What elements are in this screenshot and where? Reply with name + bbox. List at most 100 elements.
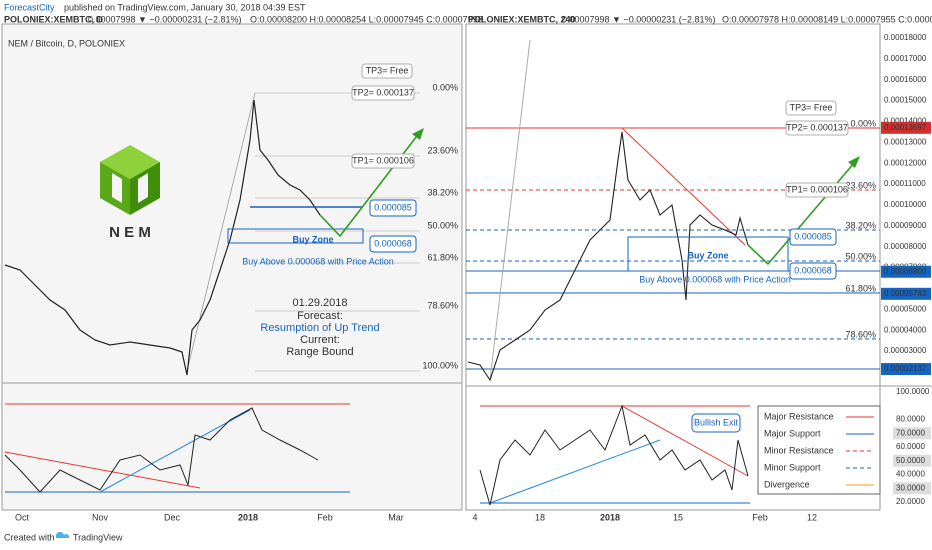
fib-label: 50.00% <box>427 220 458 230</box>
osc-tick-box <box>893 454 931 467</box>
price-line <box>467 131 749 382</box>
forecast-text: Resumption of Up Trend <box>260 322 379 334</box>
upper-level: 0.000085 <box>374 202 412 212</box>
x-label: Mar <box>388 512 404 522</box>
price-marker-box <box>881 363 931 376</box>
ticker: POLONIEX:XEMBTC, 240 <box>468 14 576 24</box>
price-marker-box <box>881 121 931 134</box>
price: 0.00007998 ▼ −0.00000231 (−2.81%) <box>88 14 242 24</box>
brand[interactable]: TradingView <box>73 532 123 542</box>
price-tick: 0.00015000 <box>884 96 927 105</box>
tp2: TP2= 0.000137 <box>786 122 848 132</box>
fib-label: 78.60% <box>845 329 876 339</box>
upper-level: 0.000085 <box>794 231 832 241</box>
x-label: 15 <box>673 512 683 522</box>
price-tick: 0.00018000 <box>884 33 927 42</box>
tp1: TP1= 0.000106 <box>786 184 848 194</box>
tp2: TP2= 0.000137 <box>352 87 414 97</box>
fib-labels: 0.00% 23.60% 38.20% 50.00% 61.80% 78.60% <box>845 118 876 339</box>
price-tick: 0.00014000 <box>884 117 927 126</box>
fib-labels: 0.00% 23.60% 38.20% 50.00% 61.80% 78.60% 100.0… <box>422 82 458 370</box>
price-marker: 0.00013697 <box>884 123 927 132</box>
osc-tick-box <box>893 427 931 440</box>
buy-zone: Buy Zone <box>292 234 333 244</box>
price-tick: 0.00013000 <box>884 137 927 146</box>
price-marker: 0.00005743 <box>884 289 927 298</box>
x-label: Feb <box>752 512 768 522</box>
price-tick: 0.00008000 <box>884 242 927 251</box>
ohlc: O:0.00007978 H:0.00008149 L:0.00007955 C… <box>722 14 932 24</box>
price-line <box>4 99 321 376</box>
osc-tick: 70.0000 <box>896 428 925 437</box>
right-callouts <box>785 100 849 280</box>
x-label: 4 <box>472 512 477 522</box>
x-label: 18 <box>535 512 545 522</box>
fib-lines <box>186 92 420 372</box>
author[interactable]: ForecastCity <box>4 2 55 12</box>
fib-label: 38.20% <box>845 220 876 230</box>
fib-label: 78.60% <box>427 300 458 310</box>
lower-level: 0.000068 <box>794 265 832 275</box>
fib-label: 100.00% <box>422 360 458 370</box>
osc-tick: 30.0000 <box>896 483 925 492</box>
fib-label: 0.00% <box>850 118 876 128</box>
osc-tick: 20.0000 <box>896 497 925 506</box>
price-tick: 0.00010000 <box>884 200 927 209</box>
forecast-label: Forecast: <box>297 310 343 322</box>
osc-tick-box <box>893 482 931 495</box>
price-tick: 0.00012000 <box>884 158 927 167</box>
forecast: 01.29.2018 Forecast: Resumption of Up Tr… <box>260 297 379 358</box>
osc-tick: 80.0000 <box>896 415 925 424</box>
buy-zone: Buy Zone <box>687 250 728 260</box>
right-x-axis: 4 18 2018 15 Feb 12 <box>472 512 817 522</box>
tp1: TP1= 0.000106 <box>352 155 414 165</box>
arrow-head <box>848 156 860 168</box>
left-callouts <box>351 63 417 253</box>
x-label: 2018 <box>600 512 620 522</box>
price-marker-box <box>881 265 931 278</box>
buy-zone-box <box>627 236 789 272</box>
legend-label: Major Support <box>764 428 821 438</box>
osc-tick: 40.0000 <box>896 470 925 479</box>
x-label: Dec <box>164 512 181 522</box>
price-tick: 0.00017000 <box>884 54 927 63</box>
tp3: TP3= Free <box>790 102 833 112</box>
left-panel <box>1 23 463 511</box>
osc-tick: 60.0000 <box>896 442 925 451</box>
tv-logo <box>55 531 70 538</box>
fib-label: 50.00% <box>845 251 876 261</box>
legend-label: Divergence <box>764 479 810 489</box>
price-tick: 0.00009000 <box>884 221 927 230</box>
symbol: NEM / Bitcoin, D, POLONIEX <box>8 38 125 48</box>
forecast-date: 01.29.2018 <box>292 297 347 309</box>
x-label: 12 <box>807 512 817 522</box>
bullish-exit: Bullish Exit <box>694 417 739 427</box>
osc-tick: 100.0000 <box>896 387 930 396</box>
price-tick: 0.00016000 <box>884 75 927 84</box>
x-label: Feb <box>317 512 333 522</box>
fib-label: 23.60% <box>845 180 876 190</box>
price-marker: 0.00002137 <box>884 364 927 373</box>
x-label: Nov <box>92 512 109 522</box>
tp3: TP3= Free <box>366 65 409 75</box>
ohlc: O:0.00008200 H:0.00008254 L:0.00007945 C… <box>250 14 483 24</box>
price-marker: 0.00006800 <box>884 267 927 276</box>
buy-zone-box <box>227 228 364 244</box>
price-tick: 0.00003000 <box>884 346 927 355</box>
right-oscillator <box>479 404 750 506</box>
lower-level: 0.000068 <box>374 238 412 248</box>
legend-label: Major Resistance <box>764 411 834 421</box>
fib-label: 61.80% <box>845 283 876 293</box>
legend-label: Minor Support <box>764 462 821 472</box>
fib-label: 61.80% <box>427 252 458 262</box>
legend: Major Resistance Major Support Minor Resis… <box>757 405 881 495</box>
price-tick: 0.00004000 <box>884 325 927 334</box>
price: 0.00007998 ▼ −0.00000231 (−2.81%) <box>562 14 716 24</box>
price-axis: 0.00018000 0.00017000 0.00016000 0.00015000… <box>881 33 931 506</box>
x-label: 2018 <box>238 512 258 522</box>
ticker: POLONIEX:XEMBTC, D <box>4 14 104 24</box>
nem-logo <box>100 145 160 215</box>
price-tick: 0.00005000 <box>884 304 927 313</box>
price-marker-box <box>881 287 931 300</box>
